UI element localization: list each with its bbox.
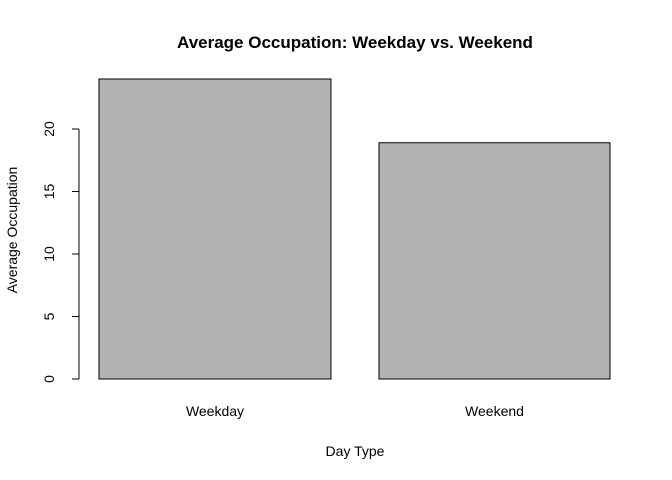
- y-tick-label-20: 20: [41, 121, 57, 137]
- bars-group: [98, 78, 611, 380]
- x-axis-label: Day Type: [326, 443, 385, 459]
- bar-weekday: [98, 78, 332, 380]
- x-tick-label-weekday: Weekday: [186, 403, 244, 419]
- y-tick-label-10: 10: [41, 246, 57, 262]
- x-tick-label-weekend: Weekend: [465, 403, 524, 419]
- y-tick-label-5: 5: [41, 312, 57, 320]
- y-tick-label-15: 15: [41, 184, 57, 200]
- bar-weekend: [378, 142, 611, 380]
- x-tick-labels: Weekday Weekend: [186, 403, 524, 419]
- chart-title: Average Occupation: Weekday vs. Weekend: [177, 33, 533, 52]
- y-axis: 0 5 10 15 20: [41, 121, 80, 383]
- y-tick-label-0: 0: [41, 375, 57, 383]
- y-axis-label: Average Occupation: [4, 167, 20, 294]
